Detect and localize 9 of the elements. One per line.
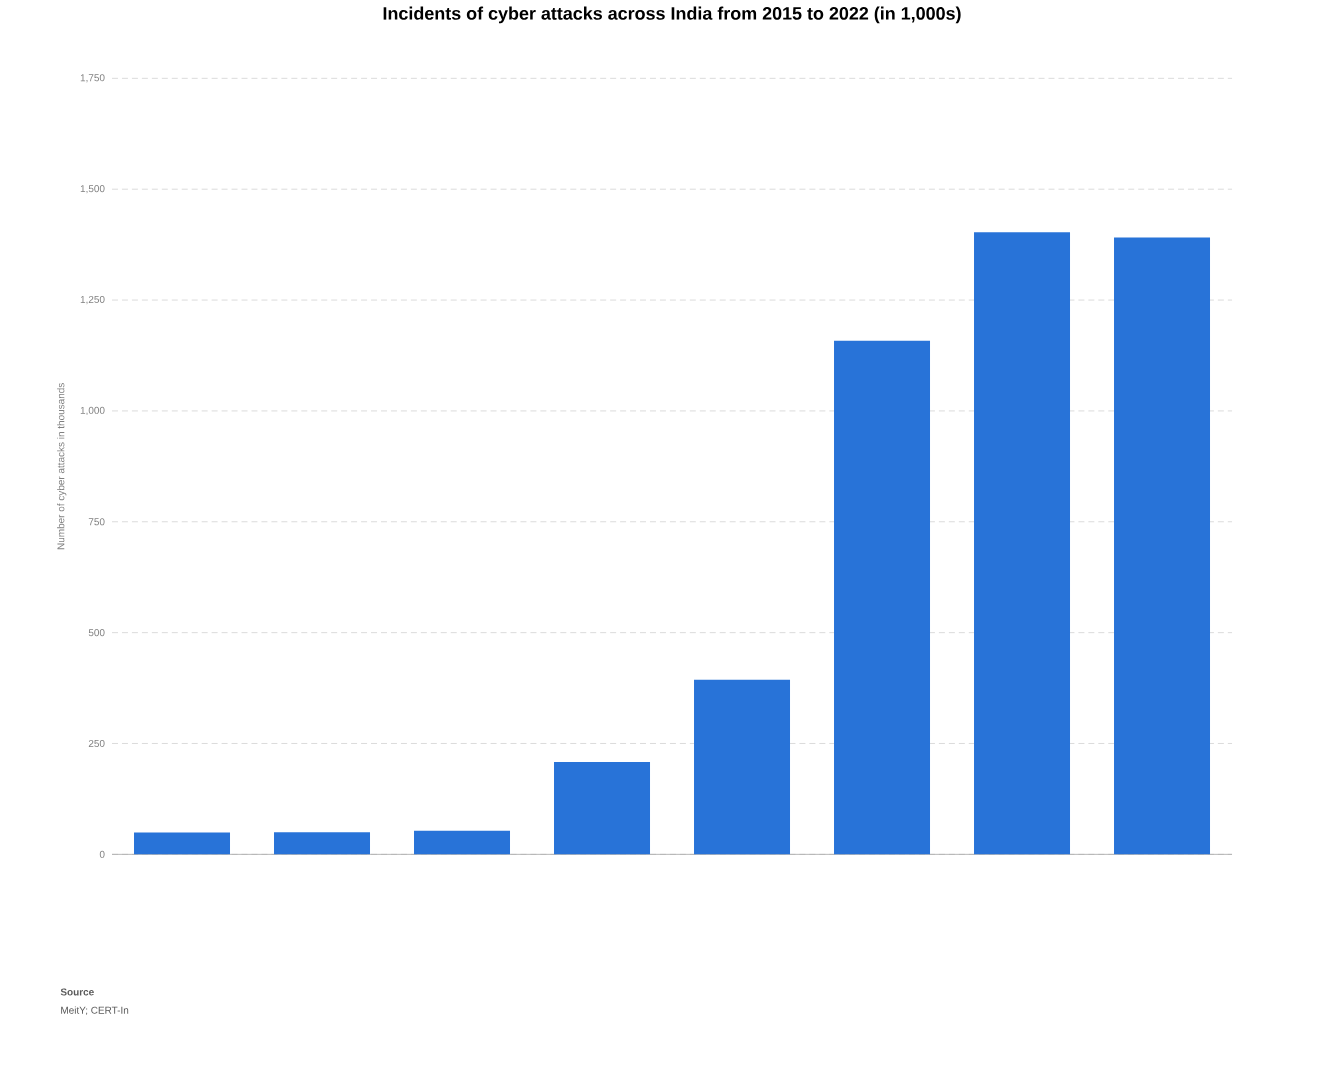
bar xyxy=(1114,237,1211,855)
bar xyxy=(834,340,931,855)
bar xyxy=(974,232,1071,855)
chart-title: Incidents of cyber attacks across India from 2015 to 2022 (in 1,000s) xyxy=(383,6,961,24)
bar xyxy=(694,679,791,855)
bar xyxy=(414,830,511,855)
bar xyxy=(554,762,651,855)
bar xyxy=(274,832,371,855)
bar xyxy=(134,832,231,855)
